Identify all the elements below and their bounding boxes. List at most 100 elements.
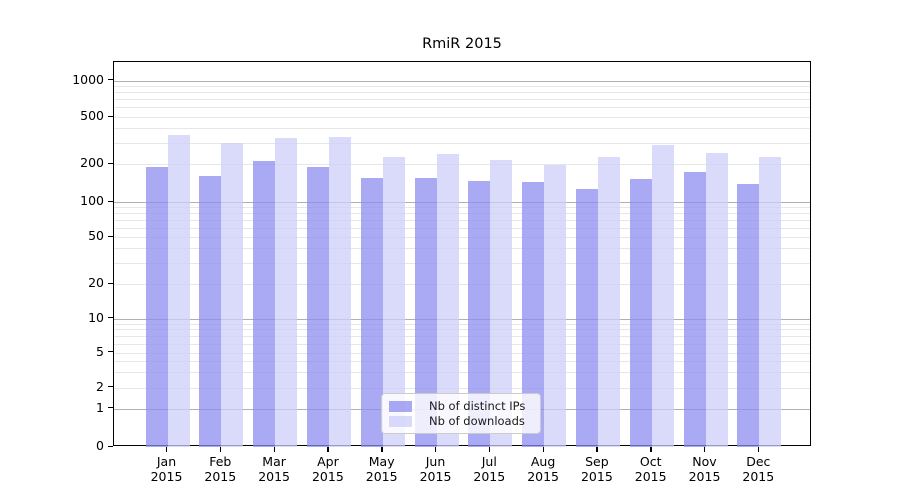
bar-distinct-ips-mar <box>253 161 276 447</box>
gridline-minor-6 <box>114 343 810 345</box>
x-tick-label-oct: Oct 2015 <box>634 454 667 484</box>
bar-downloads-nov <box>705 153 728 447</box>
bar-distinct-ips-jun <box>414 177 437 447</box>
gridline-minor-700 <box>114 99 810 101</box>
x-tick-label-feb: Feb 2015 <box>204 454 237 484</box>
bar-distinct-ips-nov <box>683 171 706 447</box>
x-tick-mark-mar <box>273 447 275 452</box>
x-tick-label-mar: Mar 2015 <box>258 454 290 484</box>
legend-row-distinct-ips: Nb of distinct IPs <box>389 399 533 413</box>
bar-distinct-ips-jan <box>145 166 168 447</box>
x-tick-label-aug: Aug 2015 <box>527 454 559 484</box>
gridline-minor-7 <box>114 335 810 337</box>
y-tick-mark-1000 <box>108 79 113 81</box>
plot-area: Nb of distinct IPs Nb of downloads <box>113 61 811 447</box>
bar-downloads-may <box>382 157 405 447</box>
bar-downloads-mar <box>275 138 298 447</box>
legend-label-distinct-ips: Nb of distinct IPs <box>429 399 526 413</box>
bar-distinct-ips-dec <box>737 184 760 447</box>
gridline-minor-20 <box>114 284 810 285</box>
y-tick-mark-10 <box>108 317 113 319</box>
y-tick-label-2: 2 <box>96 378 104 394</box>
gridline-minor-90 <box>114 207 810 209</box>
x-tick-label-dec: Dec 2015 <box>742 454 775 484</box>
y-tick-mark-0 <box>108 445 113 447</box>
gridline-minor-8 <box>114 329 810 331</box>
chart-title: RmiR 2015 <box>422 36 502 52</box>
x-tick-mark-jun <box>435 447 437 452</box>
legend-row-downloads: Nb of downloads <box>389 414 533 428</box>
gridline-major-100 <box>114 202 810 203</box>
bar-distinct-ips-jul <box>468 180 491 447</box>
gridline-minor-40 <box>114 248 810 250</box>
x-tick-label-apr: Apr 2015 <box>311 454 344 484</box>
x-tick-mark-sep <box>596 447 598 452</box>
x-tick-mark-dec <box>757 447 760 452</box>
y-tick-label-1: 1 <box>96 399 104 415</box>
x-tick-label-may: May 2015 <box>365 454 398 484</box>
gridline-major-10 <box>114 318 810 320</box>
y-tick-mark-20 <box>108 282 113 284</box>
y-tick-label-50: 50 <box>88 228 104 243</box>
y-tick-label-10: 10 <box>88 309 104 325</box>
bar-downloads-feb <box>221 143 244 447</box>
gridline-minor-2 <box>114 387 810 389</box>
gridline-minor-50 <box>114 237 810 238</box>
y-tick-label-0: 0 <box>96 438 104 453</box>
y-tick-label-500: 500 <box>80 108 104 123</box>
gridline-minor-70 <box>114 220 810 221</box>
x-tick-mark-nov <box>704 447 706 452</box>
gridline-minor-600 <box>114 107 810 109</box>
legend-swatch-distinct-ips-icon <box>389 400 412 412</box>
x-tick-mark-oct <box>650 447 652 452</box>
y-tick-mark-1 <box>108 407 113 409</box>
gridline-minor-3 <box>114 372 810 373</box>
gridline-minor-500 <box>114 117 810 118</box>
bar-distinct-ips-sep <box>575 188 598 447</box>
y-tick-label-200: 200 <box>80 155 104 170</box>
gridline-minor-900 <box>114 86 810 88</box>
gridline-minor-200 <box>114 164 810 165</box>
gridline-minor-400 <box>114 128 810 130</box>
bar-downloads-jan <box>167 134 190 447</box>
y-tick-mark-100 <box>108 200 113 202</box>
y-tick-label-1000: 1000 <box>72 71 104 87</box>
y-tick-label-100: 100 <box>80 193 104 208</box>
x-tick-mark-may <box>381 447 383 452</box>
gridline-minor-4 <box>114 361 810 363</box>
x-tick-label-jan: Jan 2015 <box>150 454 183 484</box>
x-tick-mark-feb <box>219 447 222 452</box>
gridline-minor-60 <box>114 227 810 229</box>
y-tick-mark-5 <box>108 351 113 353</box>
y-tick-mark-2 <box>108 386 113 388</box>
bar-downloads-apr <box>328 137 351 447</box>
bar-downloads-jun <box>436 154 459 447</box>
y-tick-label-5: 5 <box>96 343 104 359</box>
bar-downloads-sep <box>597 157 620 447</box>
gridline-minor-80 <box>114 213 810 215</box>
legend-swatch-downloads-icon <box>389 415 412 427</box>
gridline-minor-5 <box>114 352 810 354</box>
legend-label-downloads: Nb of downloads <box>429 414 525 428</box>
gridline-minor-9 <box>114 323 810 325</box>
bar-distinct-ips-aug <box>522 182 545 447</box>
bar-distinct-ips-feb <box>199 176 222 447</box>
bar-distinct-ips-oct <box>629 179 652 447</box>
x-tick-mark-jul <box>488 447 491 452</box>
x-tick-label-jul: Jul 2015 <box>473 454 506 484</box>
y-tick-mark-50 <box>108 235 113 237</box>
bar-downloads-jul <box>490 160 513 447</box>
bar-downloads-oct <box>651 145 674 447</box>
legend: Nb of distinct IPs Nb of downloads <box>381 393 541 434</box>
gridline-minor-30 <box>114 263 810 265</box>
x-tick-mark-jan <box>166 447 168 452</box>
x-tick-label-sep: Sep 2015 <box>580 454 613 484</box>
x-tick-label-jun: Jun 2015 <box>419 454 452 484</box>
x-tick-mark-aug <box>542 447 544 452</box>
x-tick-label-nov: Nov 2015 <box>688 454 721 484</box>
y-tick-mark-500 <box>108 115 113 117</box>
gridline-minor-300 <box>114 143 810 145</box>
bar-downloads-aug <box>544 164 567 447</box>
bar-downloads-dec <box>759 156 782 447</box>
